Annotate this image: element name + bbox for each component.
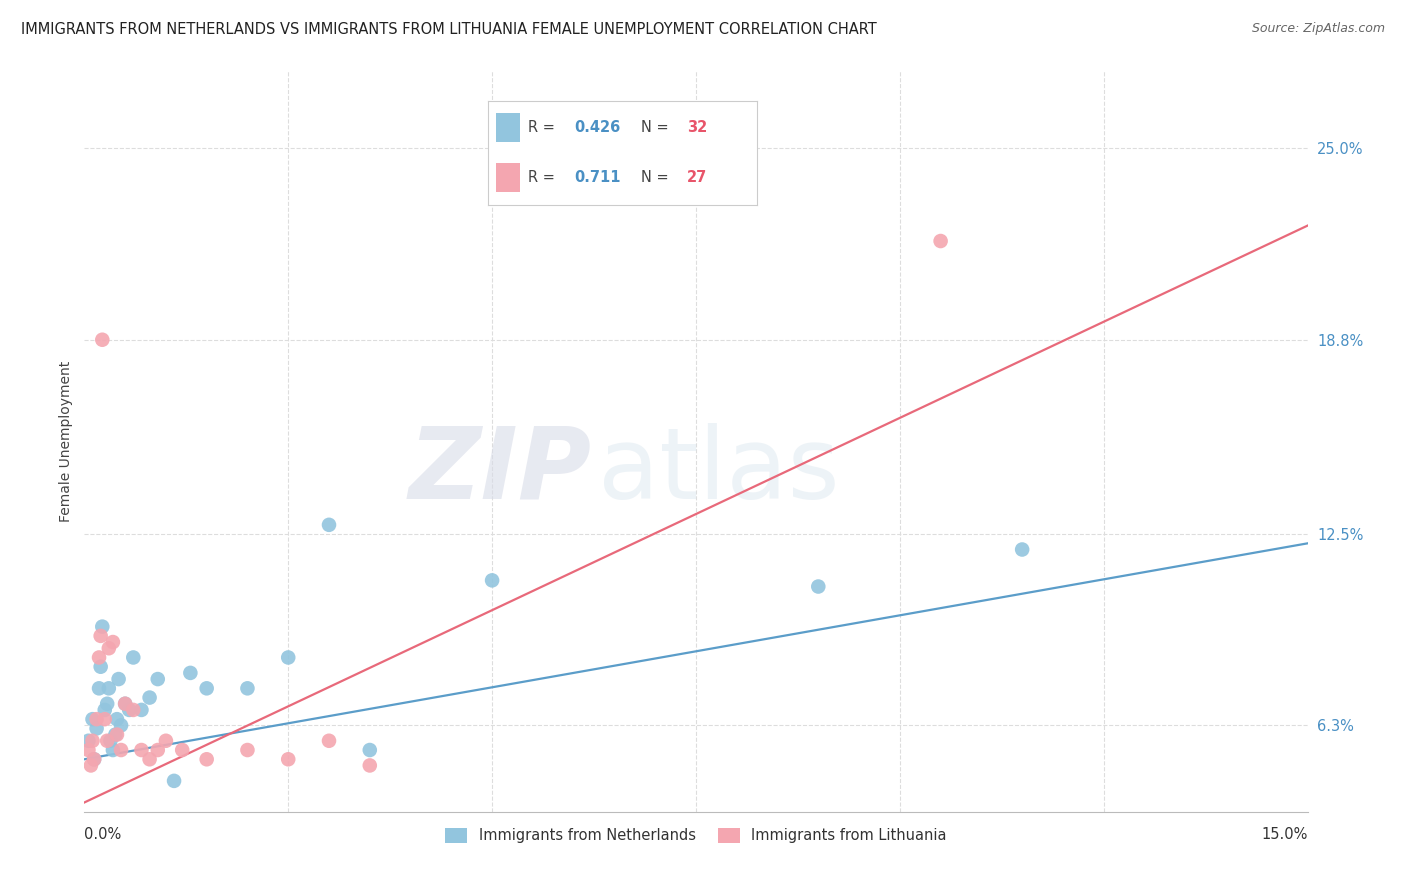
- Point: [195, 752, 218, 766]
- Point: [929, 234, 952, 248]
- Point: [83, 752, 105, 766]
- Point: [91, 333, 114, 347]
- Point: [1011, 542, 1033, 557]
- Point: [155, 733, 177, 747]
- Point: [87, 681, 110, 696]
- Point: [110, 743, 132, 757]
- Point: [131, 743, 153, 757]
- Text: 15.0%: 15.0%: [1261, 827, 1308, 842]
- Point: [122, 703, 145, 717]
- Point: [277, 752, 299, 766]
- Point: [87, 650, 110, 665]
- Point: [77, 743, 100, 757]
- Point: [359, 743, 381, 757]
- Point: [481, 574, 503, 588]
- Point: [179, 665, 201, 680]
- Point: [107, 672, 129, 686]
- Text: IMMIGRANTS FROM NETHERLANDS VS IMMIGRANTS FROM LITHUANIA FEMALE UNEMPLOYMENT COR: IMMIGRANTS FROM NETHERLANDS VS IMMIGRANT…: [21, 22, 877, 37]
- Point: [131, 703, 153, 717]
- Point: [122, 650, 145, 665]
- Point: [114, 697, 136, 711]
- Point: [318, 517, 340, 532]
- Point: [236, 681, 259, 696]
- Point: [77, 733, 100, 747]
- Point: [80, 758, 103, 772]
- Y-axis label: Female Unemployment: Female Unemployment: [59, 361, 73, 522]
- Point: [195, 681, 218, 696]
- Point: [146, 672, 169, 686]
- Text: Source: ZipAtlas.com: Source: ZipAtlas.com: [1251, 22, 1385, 36]
- Point: [93, 703, 115, 717]
- Point: [163, 773, 186, 788]
- Point: [138, 690, 160, 705]
- Point: [97, 681, 120, 696]
- Point: [105, 728, 128, 742]
- Point: [82, 733, 104, 747]
- Point: [138, 752, 160, 766]
- Point: [101, 743, 124, 757]
- Point: [86, 712, 108, 726]
- Point: [807, 580, 830, 594]
- Point: [105, 712, 128, 726]
- Text: atlas: atlas: [598, 423, 839, 520]
- Point: [110, 718, 132, 732]
- Point: [82, 712, 104, 726]
- Point: [93, 712, 115, 726]
- Point: [172, 743, 194, 757]
- Point: [90, 659, 112, 673]
- Point: [101, 635, 124, 649]
- Point: [146, 743, 169, 757]
- Point: [318, 733, 340, 747]
- Legend: Immigrants from Netherlands, Immigrants from Lithuania: Immigrants from Netherlands, Immigrants …: [440, 822, 952, 849]
- Point: [96, 697, 118, 711]
- Text: 0.0%: 0.0%: [84, 827, 121, 842]
- Point: [104, 728, 127, 742]
- Point: [83, 752, 105, 766]
- Point: [100, 733, 122, 747]
- Point: [96, 733, 118, 747]
- Point: [114, 697, 136, 711]
- Point: [90, 629, 112, 643]
- Point: [359, 758, 381, 772]
- Text: ZIP: ZIP: [409, 423, 592, 520]
- Point: [91, 619, 114, 633]
- Point: [86, 722, 108, 736]
- Point: [236, 743, 259, 757]
- Point: [97, 641, 120, 656]
- Point: [118, 703, 141, 717]
- Point: [277, 650, 299, 665]
